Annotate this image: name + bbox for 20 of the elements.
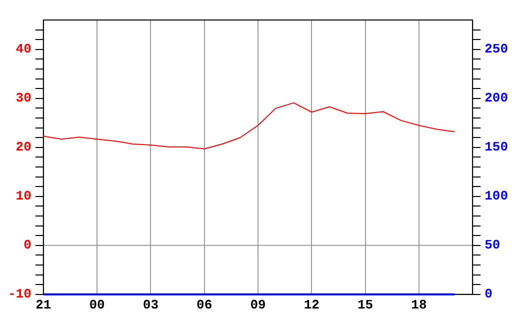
y2-tick-label: 100 [484, 188, 508, 204]
x-tick-label: 03 [142, 297, 159, 312]
y-tick-label: 10 [16, 188, 32, 204]
y-tick-label: 30 [16, 90, 32, 106]
x-tick-label: 12 [304, 297, 320, 312]
x-tick-label: 21 [36, 297, 52, 312]
x-tick-label: 18 [411, 297, 427, 312]
y-tick-label: 20 [16, 140, 32, 155]
y2-tick-label: 50 [484, 238, 500, 253]
y2-tick-label: 150 [484, 140, 508, 155]
y-tick-label: 0 [24, 238, 32, 253]
x-tick-label: 00 [89, 297, 106, 312]
x-tick-label: 09 [250, 297, 266, 312]
x-tick-label: 06 [196, 297, 212, 312]
y2-tick-label: 250 [484, 42, 508, 57]
y2-tick-label: 0 [484, 286, 493, 302]
y-tick-label: 40 [16, 42, 32, 57]
x-tick-label: 15 [357, 297, 374, 312]
y2-tick-label: 200 [484, 90, 508, 106]
y-tick-label: -10 [8, 286, 32, 302]
